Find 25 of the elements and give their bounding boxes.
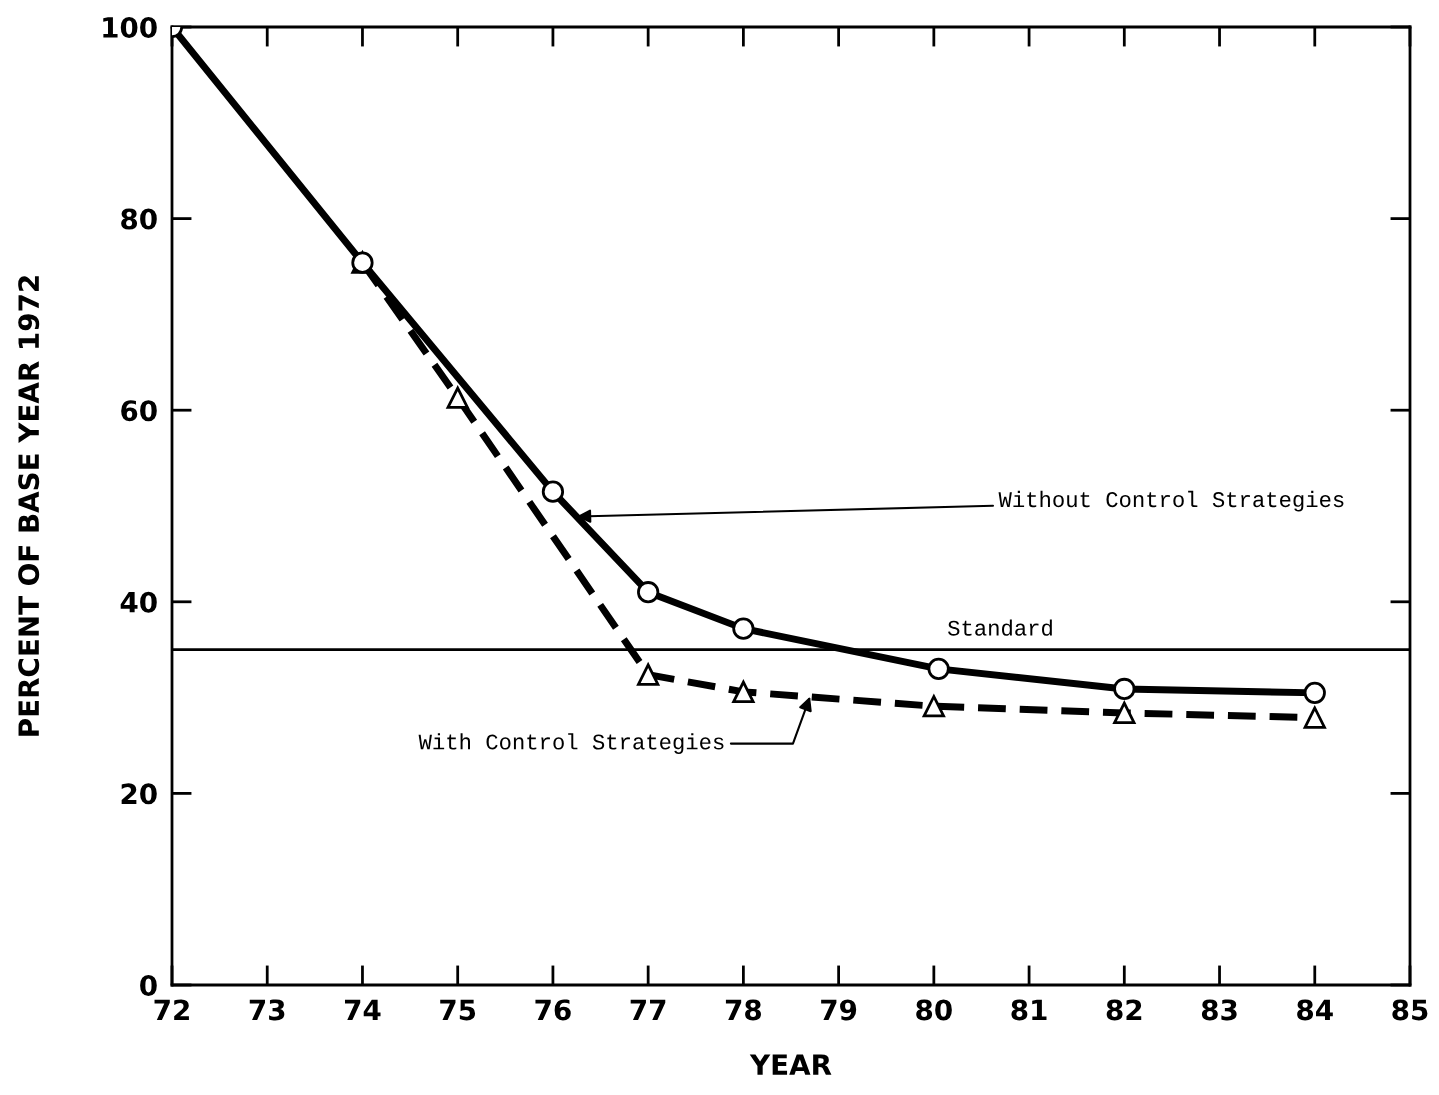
x-tick-label: 82	[1106, 999, 1142, 1021]
x-tick-label: 83	[1201, 999, 1237, 1021]
x-tick-label: 72	[154, 999, 189, 1020]
x-tick-label: 84	[1297, 999, 1333, 1021]
y-tick-label: 40	[120, 591, 157, 613]
x-axis-title: YEAR	[749, 1054, 832, 1075]
x-tick-label: 76	[535, 999, 571, 1021]
y-tick-label: 80	[121, 208, 157, 230]
x-tick-label: 80	[916, 999, 952, 1021]
y-tick-label: 100	[103, 16, 157, 38]
x-tick-label: 77	[630, 999, 666, 1020]
x-tick-label: 81	[1011, 999, 1047, 1021]
ref-line-label: Standard	[948, 619, 1052, 636]
x-tick-label: 79	[821, 999, 857, 1021]
x-tick-label: 74	[344, 999, 381, 1020]
y-axis-title: PERCENT OF BASE YEAR 1972	[18, 276, 40, 736]
annotation: Without Control Strategies	[998, 490, 1344, 512]
x-tick-label: 78	[725, 999, 761, 1021]
x-tick-label: 85	[1392, 999, 1428, 1021]
y-tick-label: 60	[121, 400, 157, 422]
y-tick-label: 0	[140, 974, 157, 996]
y-tick-label: 20	[121, 783, 157, 805]
annotation: With Control Strategies	[418, 733, 724, 754]
x-tick-label: 73	[249, 999, 285, 1021]
x-tick-label: 75	[440, 999, 476, 1021]
